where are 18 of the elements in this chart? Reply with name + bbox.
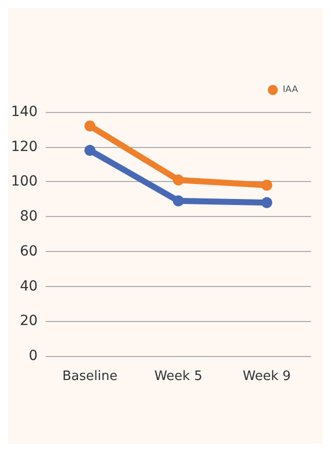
point [84,144,96,156]
x-tick-label: Week 9 [242,369,291,384]
y-tick-label: 120 [10,138,38,155]
y-tick-label: 60 [20,243,38,260]
legend-label: IAA [282,85,299,95]
point [172,174,184,186]
y-tick-label: 80 [20,208,38,225]
x-tick-label: Baseline [62,369,118,384]
y-tick-label: 20 [20,313,38,330]
point [84,120,96,132]
point [261,180,272,191]
y-tick-label: 0 [28,348,38,364]
point [261,197,272,208]
x-tick-label: Week 5 [154,369,202,384]
y-tick-label: 140 [10,104,38,120]
y-tick-label: 100 [10,174,38,190]
y-tick-label: 40 [20,278,38,294]
point [172,195,184,206]
